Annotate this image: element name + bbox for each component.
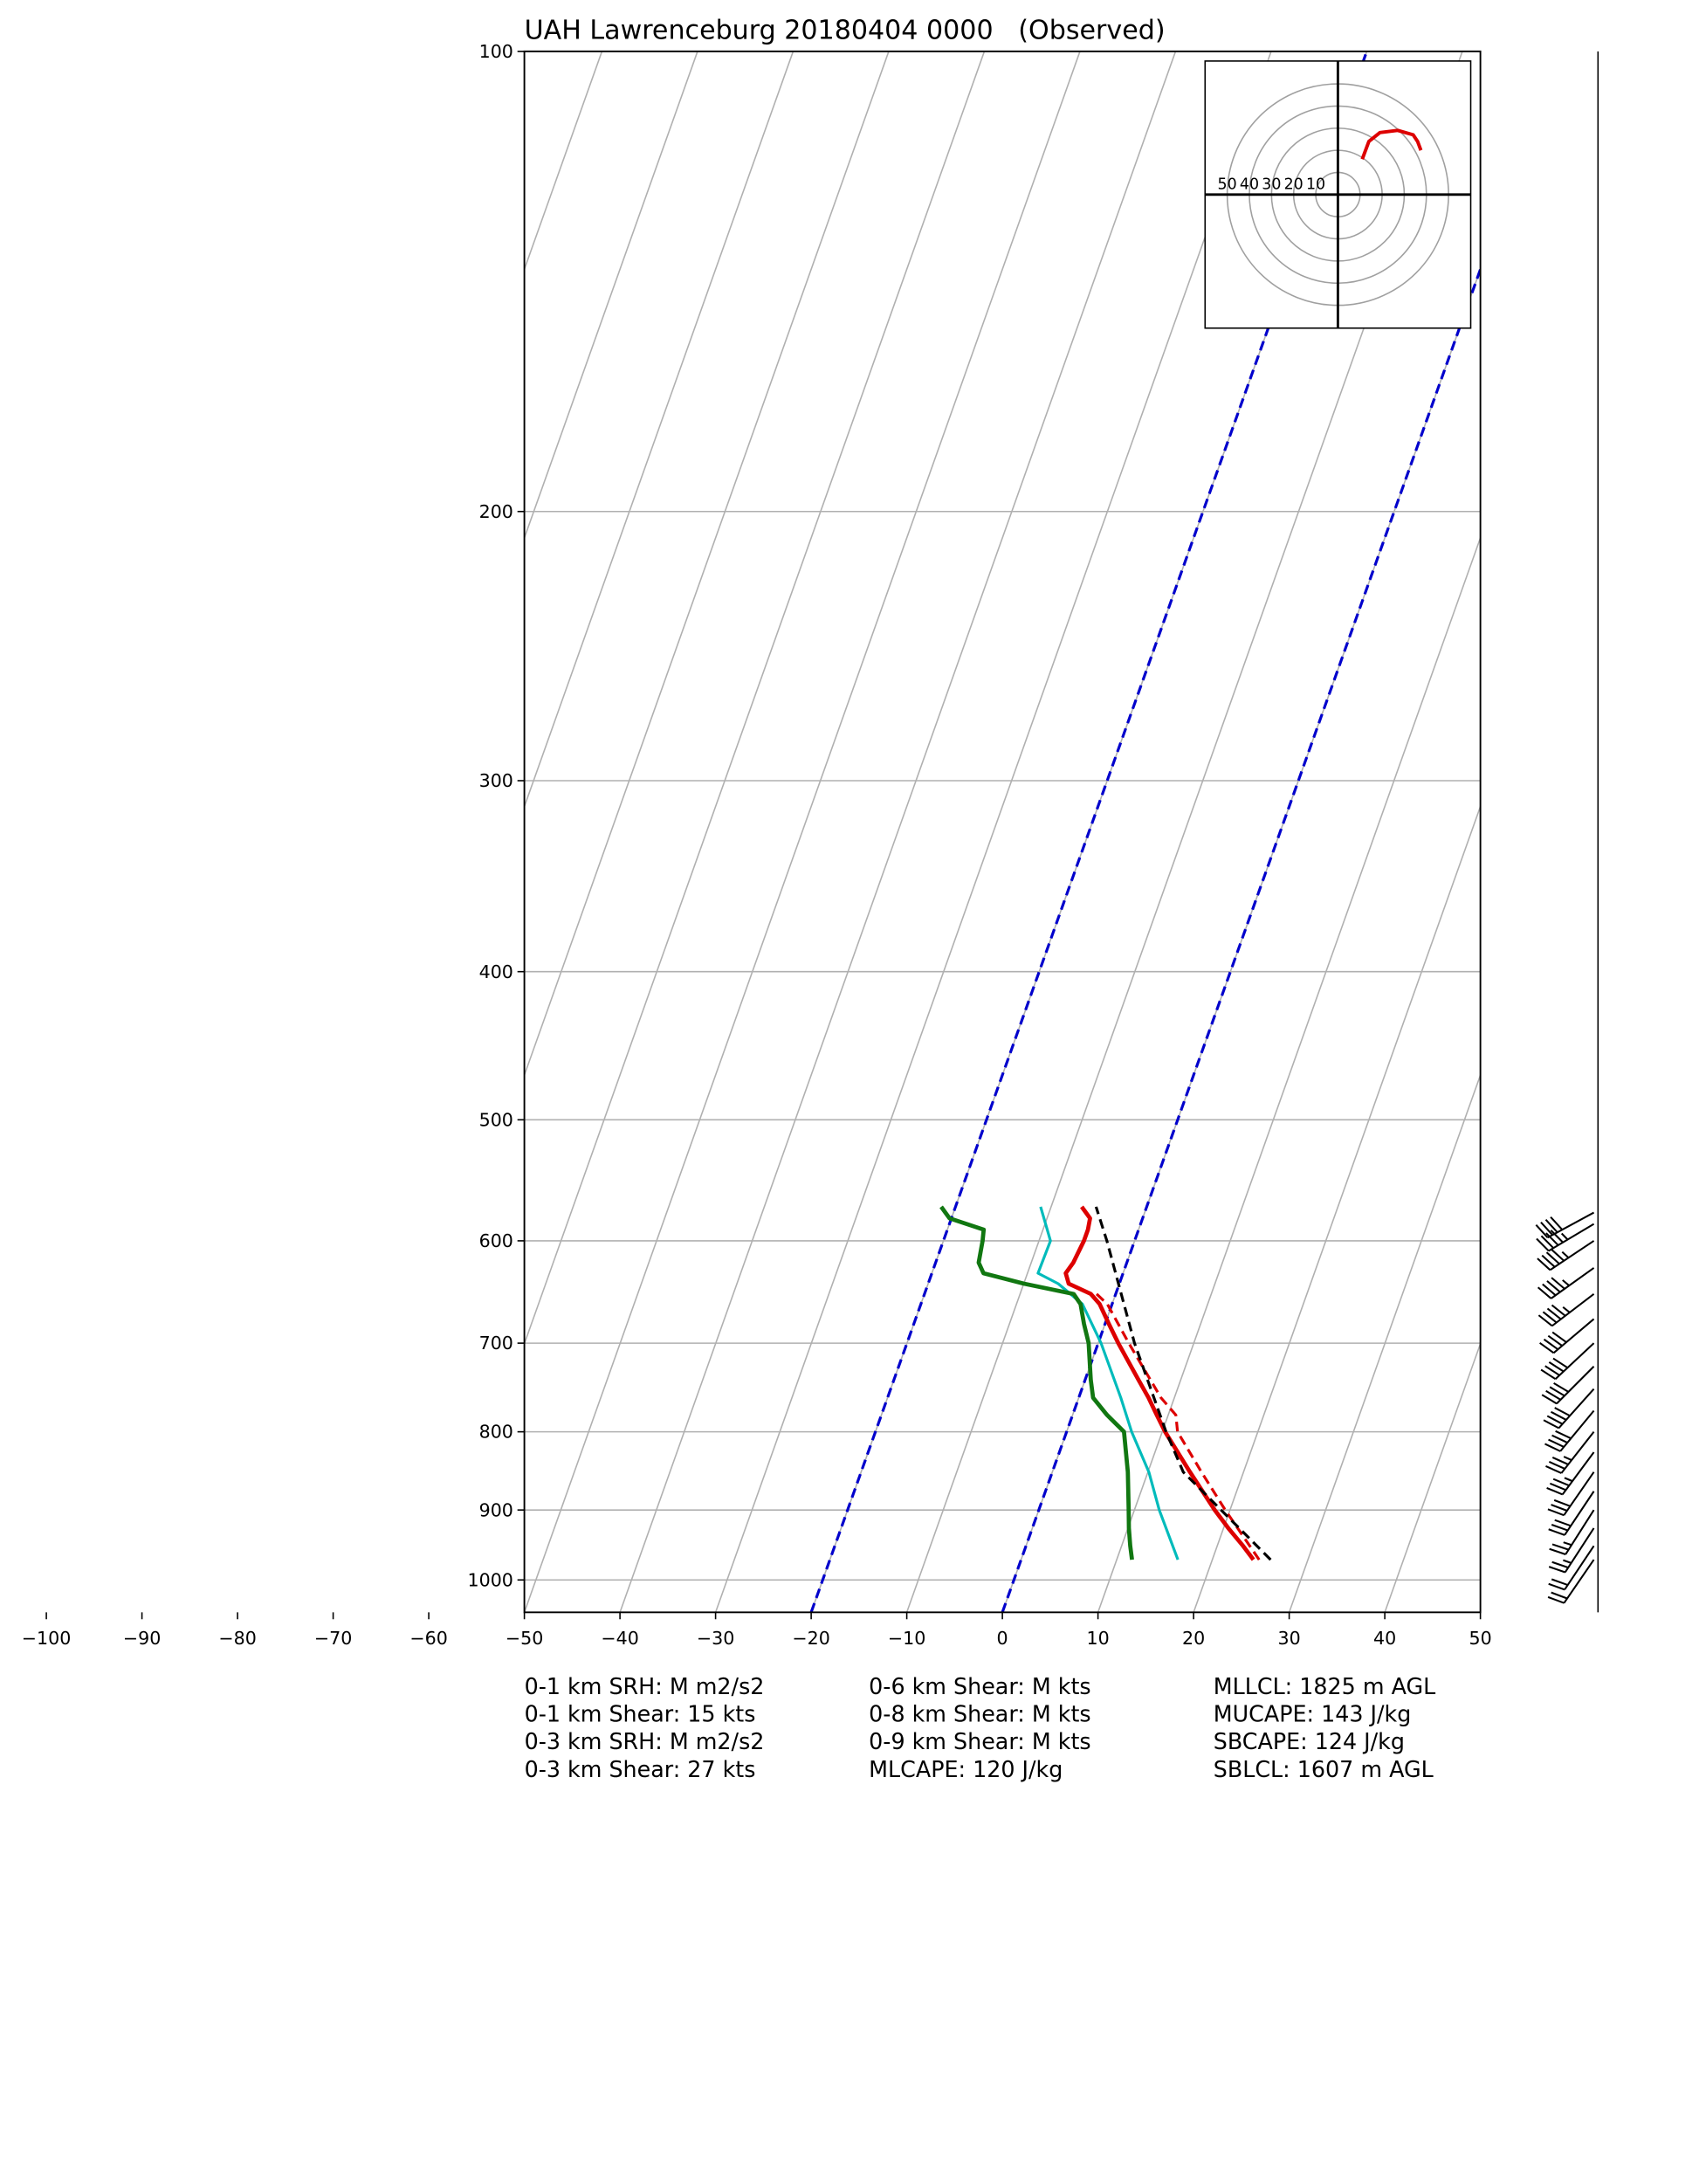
y-tick-label: 300 [479, 770, 513, 791]
isotherm [524, 51, 1081, 1613]
wind-barbs [1535, 1211, 1595, 1604]
x-tick-label: −60 [409, 1628, 447, 1649]
profile-line [939, 1205, 1134, 1560]
indices: 0-1 km SRH: M m2/s20-1 km Shear: 15 kts0… [525, 1673, 1436, 1782]
isotherm [1193, 804, 1481, 1613]
profile-line [1094, 1206, 1272, 1561]
isotherm [524, 51, 698, 541]
x-tick-label: 50 [1469, 1628, 1492, 1649]
x-tick-label: −40 [601, 1628, 638, 1649]
index-text: 0-3 km Shear: 27 kts [525, 1756, 756, 1782]
x-tick-label: −30 [697, 1628, 734, 1649]
x-tick-label: −10 [888, 1628, 925, 1649]
x-tick-label: −80 [218, 1628, 256, 1649]
hodograph-ring-label: 50 [1218, 176, 1237, 193]
hodograph-ring-label: 30 [1262, 176, 1281, 193]
hodograph-ring-label: 20 [1284, 176, 1303, 193]
index-text: 0-6 km Shear: M kts [869, 1673, 1090, 1699]
profiles [939, 1205, 1272, 1561]
isotherm [619, 51, 1177, 1613]
x-tick-label: −70 [314, 1628, 352, 1649]
y-tick-label: 900 [479, 1499, 513, 1520]
x-tick-label: 40 [1373, 1628, 1396, 1649]
x-tick-label: 0 [997, 1628, 1008, 1649]
hodograph-frame [1204, 60, 1472, 329]
x-tick-label: −50 [506, 1628, 543, 1649]
isotherm [524, 51, 986, 1347]
wind-barb [1541, 1366, 1595, 1405]
isotherm [714, 51, 1272, 1613]
x-tick-label: 30 [1278, 1628, 1301, 1649]
y-tick-label: 500 [479, 1109, 513, 1130]
highlight-isotherm [809, 51, 1368, 1613]
profile-line [1095, 1292, 1261, 1560]
wind-barb [1537, 1240, 1595, 1271]
index-text: SBCAPE: 124 J/kg [1214, 1728, 1405, 1754]
hodograph-ring-label: 40 [1240, 176, 1259, 193]
index-text: 0-1 km SRH: M m2/s2 [525, 1673, 765, 1699]
profile-line [1063, 1205, 1255, 1561]
wind-barb [1545, 1430, 1595, 1474]
wind-barb [1535, 1211, 1595, 1239]
x-tick-label: 20 [1182, 1628, 1205, 1649]
y-tick-label: 400 [479, 961, 513, 982]
isotherm [524, 51, 794, 809]
wind-barb [1544, 1409, 1595, 1452]
highlight-isotherm [1001, 265, 1481, 1613]
y-tick-label: 200 [479, 501, 513, 522]
wind-barb [1546, 1451, 1595, 1496]
wind-barb [1539, 1318, 1595, 1354]
isotherm [1384, 1341, 1481, 1613]
x-tick-label: −100 [22, 1628, 72, 1649]
profile-line [1036, 1206, 1180, 1560]
x-tick-label: −20 [792, 1628, 829, 1649]
wind-barb [1537, 1267, 1595, 1299]
wind-barb [1548, 1545, 1595, 1591]
plot-area [524, 51, 1481, 1613]
index-text: MLLCL: 1825 m AGL [1214, 1673, 1435, 1699]
wind-barb [1547, 1471, 1595, 1517]
x-tick-label: 10 [1087, 1628, 1110, 1649]
wind-barb [1537, 1292, 1595, 1327]
index-text: 0-3 km SRH: M m2/s2 [525, 1728, 765, 1754]
wind-barb [1540, 1342, 1595, 1381]
y-tick-label: 100 [479, 41, 513, 62]
wind-barb [1547, 1559, 1595, 1604]
y-tick-label: 800 [479, 1422, 513, 1443]
wind-barb [1543, 1388, 1595, 1430]
index-text: 0-8 km Shear: M kts [869, 1701, 1090, 1727]
hodograph-trace [1360, 128, 1423, 160]
isotherm [524, 51, 890, 1078]
isotherm [1097, 535, 1481, 1613]
index-text: 0-9 km Shear: M kts [869, 1728, 1090, 1754]
isotherm [1288, 1072, 1481, 1613]
wind-barb [1549, 1509, 1595, 1555]
y-tick-label: 700 [479, 1333, 513, 1354]
index-text: MLCAPE: 120 J/kg [869, 1756, 1063, 1782]
wind-barb [1548, 1491, 1595, 1536]
y-tick-label: 600 [479, 1230, 513, 1251]
wind-barb [1536, 1223, 1595, 1252]
index-text: 0-1 km Shear: 15 kts [525, 1701, 756, 1727]
x-tick-label: −90 [123, 1628, 161, 1649]
index-text: SBLCL: 1607 m AGL [1214, 1756, 1434, 1782]
hodograph-ring-label: 10 [1306, 176, 1325, 193]
index-text: MUCAPE: 143 J/kg [1214, 1701, 1412, 1727]
wind-barb [1548, 1527, 1595, 1574]
y-tick-label: 1000 [467, 1569, 512, 1590]
chart-title: UAH Lawrenceburg 20180404 0000 (Observed… [525, 16, 1166, 46]
